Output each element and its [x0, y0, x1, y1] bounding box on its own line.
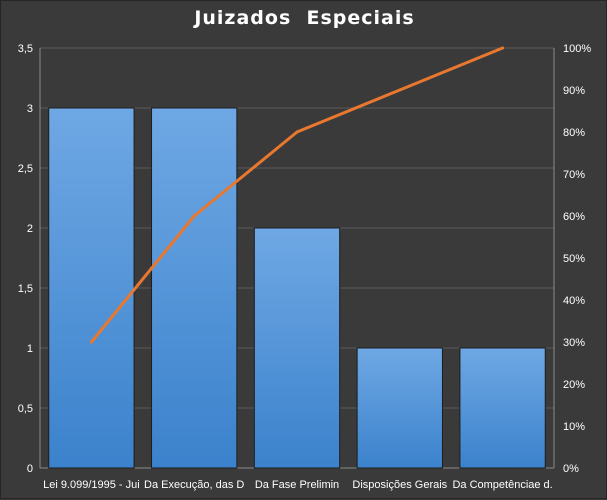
line-point — [501, 46, 505, 50]
y2-tick-label: 70% — [563, 169, 585, 181]
y2-tick-label: 10% — [563, 421, 585, 433]
chart-title: Juizados Especiais — [194, 7, 415, 29]
x-tick-label: Da Competênciae d. — [452, 479, 552, 491]
y2-tick-label: 40% — [563, 295, 585, 307]
x-tick-label: Disposições Gerais — [352, 479, 447, 491]
y2-tick-label: 30% — [563, 337, 585, 349]
y2-tick-label: 90% — [563, 85, 585, 97]
bar — [356, 347, 443, 469]
line-point — [89, 340, 93, 344]
line-point — [192, 214, 196, 218]
y2-tick-label: 0% — [563, 463, 579, 475]
y-tick-label: 3,5 — [18, 43, 33, 55]
x-tick-label: Da Fase Prelimin — [255, 479, 339, 491]
y2-tick-label: 100% — [563, 43, 591, 55]
bar — [253, 227, 341, 469]
x-tick-label: Lei 9.099/1995 - Jui — [43, 479, 140, 491]
y-tick-label: 3 — [27, 103, 33, 115]
y-tick-label: 2 — [27, 223, 33, 235]
x-tick-label: Da Execução, das D — [144, 479, 244, 491]
y-tick-label: 0 — [27, 463, 33, 475]
bar — [151, 107, 238, 469]
line-point — [398, 88, 402, 92]
y-tick-label: 1 — [27, 343, 33, 355]
y-tick-label: 2,5 — [18, 163, 33, 175]
y2-tick-label: 60% — [563, 211, 585, 223]
y2-tick-label: 80% — [563, 127, 585, 139]
bar — [48, 107, 135, 469]
y-tick-label: 0,5 — [18, 403, 33, 415]
y2-tick-label: 20% — [563, 379, 585, 391]
bar — [459, 347, 546, 469]
y-tick-label: 1,5 — [18, 283, 33, 295]
line-point — [295, 130, 299, 134]
y2-tick-label: 50% — [563, 253, 585, 265]
